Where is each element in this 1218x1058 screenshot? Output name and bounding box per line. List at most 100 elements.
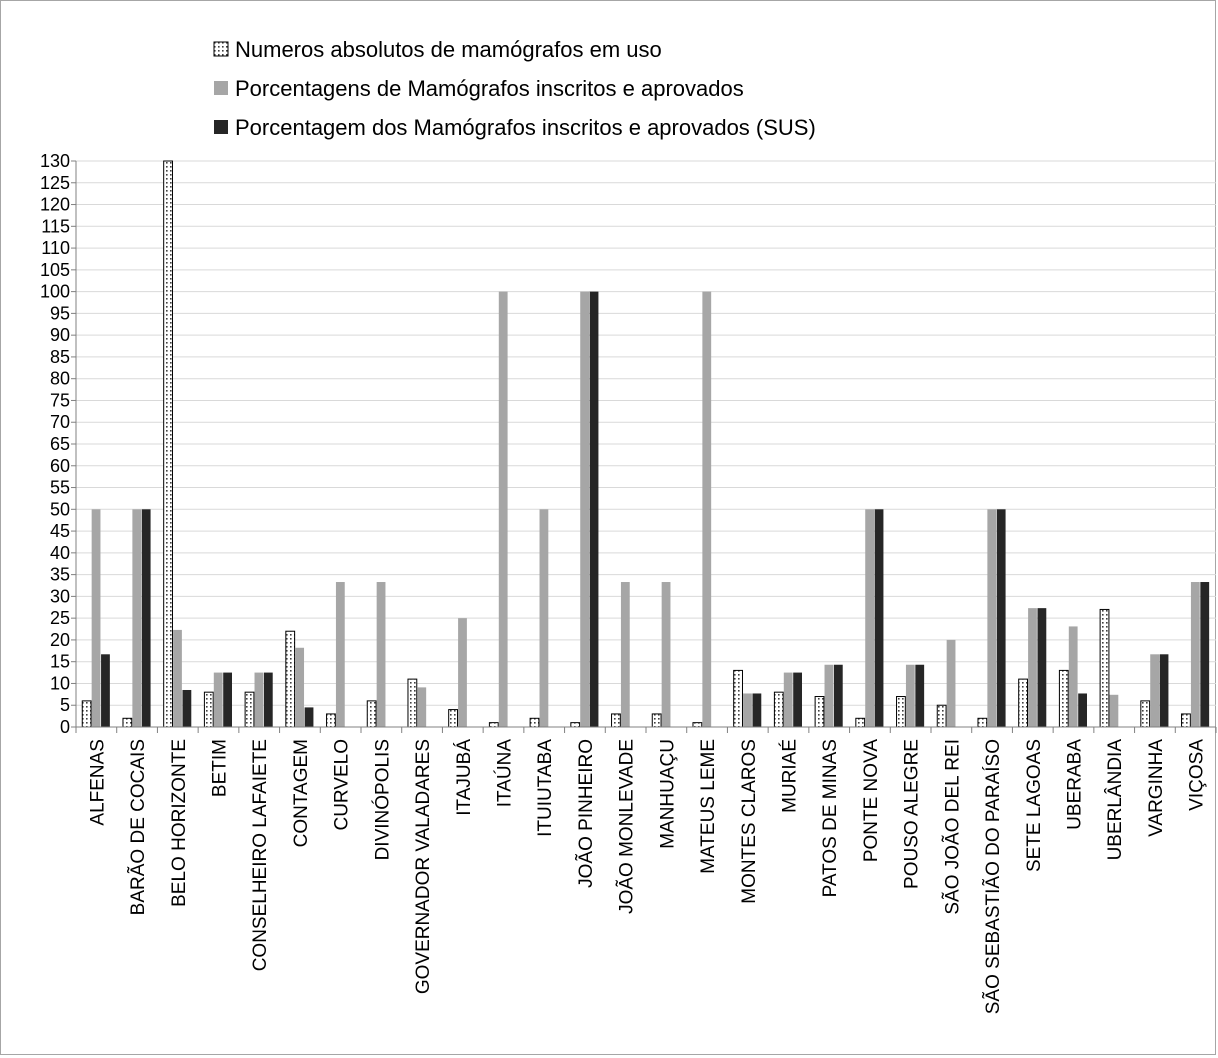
bar bbox=[407, 678, 418, 728]
x-category-label: PONTE NOVA bbox=[861, 739, 882, 862]
x-category-label: ITAÚNA bbox=[494, 739, 516, 808]
bar bbox=[1037, 608, 1047, 727]
bar bbox=[448, 709, 458, 728]
bar bbox=[285, 630, 296, 728]
axes bbox=[75, 161, 1217, 733]
bar bbox=[213, 672, 223, 727]
x-category-label: POUSO ALEGRE bbox=[902, 739, 923, 889]
y-tick-label: 90 bbox=[50, 325, 70, 345]
y-tick-label: 35 bbox=[50, 565, 70, 585]
bar bbox=[1028, 608, 1037, 727]
bar bbox=[773, 691, 784, 728]
legend-swatch bbox=[214, 120, 228, 134]
bar bbox=[1018, 678, 1028, 728]
y-tick-label: 95 bbox=[50, 303, 70, 323]
y-tick-label: 115 bbox=[41, 216, 70, 236]
bar bbox=[295, 647, 305, 727]
bar bbox=[702, 291, 712, 727]
bar bbox=[905, 664, 915, 727]
bar bbox=[244, 691, 255, 728]
bar bbox=[733, 669, 743, 728]
bar bbox=[1109, 694, 1119, 727]
bar bbox=[1200, 582, 1210, 727]
x-category-label: CONTAGEM bbox=[291, 739, 312, 847]
y-tick-label: 50 bbox=[50, 499, 70, 519]
bar bbox=[91, 509, 101, 727]
y-tick-label: 55 bbox=[50, 478, 70, 498]
bar bbox=[570, 722, 581, 728]
bar bbox=[539, 509, 549, 727]
legend: Numeros absolutos de mamógrafos em uso Po… bbox=[213, 37, 816, 140]
bar bbox=[122, 717, 133, 728]
y-tick-label: 15 bbox=[50, 652, 70, 672]
bar bbox=[1159, 654, 1169, 727]
x-category-label: BARÃO DE COCAIS bbox=[127, 739, 149, 915]
bar bbox=[833, 664, 843, 727]
bar bbox=[1140, 700, 1151, 728]
bar bbox=[458, 618, 467, 727]
bar bbox=[488, 722, 499, 728]
bar bbox=[101, 654, 110, 727]
y-tick-label: 45 bbox=[50, 521, 70, 541]
y-tick-label: 0 bbox=[60, 717, 70, 737]
y-tick-label: 5 bbox=[60, 695, 70, 715]
x-category-label: SETE LAGOAS bbox=[1024, 739, 1045, 872]
y-tick-label: 10 bbox=[50, 673, 70, 693]
x-category-label: CONSELHEIRO LAFAIETE bbox=[250, 739, 271, 971]
legend-label: Numeros absolutos de mamógrafos em uso bbox=[235, 37, 662, 62]
x-category-label: JOÃO MONLEVADE bbox=[616, 739, 638, 914]
bar bbox=[752, 693, 762, 727]
y-tick-label: 75 bbox=[50, 390, 70, 410]
bar bbox=[1181, 713, 1191, 728]
y-tick-label: 130 bbox=[40, 151, 70, 171]
x-category-label: CURVELO bbox=[332, 739, 353, 831]
x-category-label: MURIAÉ bbox=[780, 739, 801, 813]
x-category-label: GOVERNADOR VALADARES bbox=[413, 739, 434, 994]
bar bbox=[254, 672, 264, 727]
x-category-label: UBERLÂNDIA bbox=[1104, 739, 1126, 861]
y-tick-label: 30 bbox=[50, 586, 70, 606]
bar bbox=[874, 509, 884, 727]
bar bbox=[529, 717, 540, 728]
bar bbox=[611, 713, 621, 728]
bar bbox=[915, 664, 925, 727]
x-category-label: ALFENAS bbox=[87, 739, 108, 826]
x-category-label: MATEUS LEME bbox=[698, 739, 719, 874]
y-tick-labels: 0510152025303540455055606570758085909510… bbox=[40, 151, 70, 737]
x-category-label: VARGINHA bbox=[1146, 739, 1167, 837]
bar bbox=[692, 722, 703, 728]
bar bbox=[977, 717, 988, 728]
bar bbox=[855, 717, 866, 728]
x-category-label: MONTES CLAROS bbox=[739, 739, 760, 904]
y-tick-label: 60 bbox=[50, 456, 70, 476]
y-tick-label: 120 bbox=[40, 195, 70, 215]
x-category-label: UBERABA bbox=[1065, 739, 1086, 830]
bar bbox=[1099, 608, 1110, 728]
bar bbox=[1078, 693, 1087, 727]
legend-swatch bbox=[214, 81, 228, 95]
legend-label: Porcentagens de Mamógrafos inscritos e a… bbox=[235, 76, 744, 101]
bar bbox=[304, 707, 314, 727]
bar bbox=[335, 582, 345, 727]
bar bbox=[417, 687, 427, 727]
y-tick-label: 85 bbox=[50, 347, 70, 367]
bar bbox=[793, 672, 802, 727]
bar bbox=[936, 704, 947, 728]
bar bbox=[783, 672, 793, 727]
bar bbox=[223, 672, 232, 727]
bar bbox=[163, 160, 173, 728]
x-category-label: SÃO SEBASTIÃO DO PARAÍSO bbox=[982, 739, 1004, 1014]
y-tick-label: 40 bbox=[50, 543, 70, 563]
bar bbox=[366, 700, 377, 728]
x-category-label: PATOS DE MINAS bbox=[820, 739, 841, 897]
y-tick-label: 65 bbox=[50, 434, 70, 454]
bar bbox=[1058, 669, 1069, 728]
bar bbox=[661, 582, 671, 727]
bar bbox=[81, 700, 92, 728]
bar bbox=[498, 291, 508, 727]
y-tick-label: 110 bbox=[41, 238, 70, 258]
x-category-label: BETIM bbox=[210, 739, 231, 797]
bar bbox=[865, 509, 875, 727]
bar bbox=[814, 696, 825, 728]
